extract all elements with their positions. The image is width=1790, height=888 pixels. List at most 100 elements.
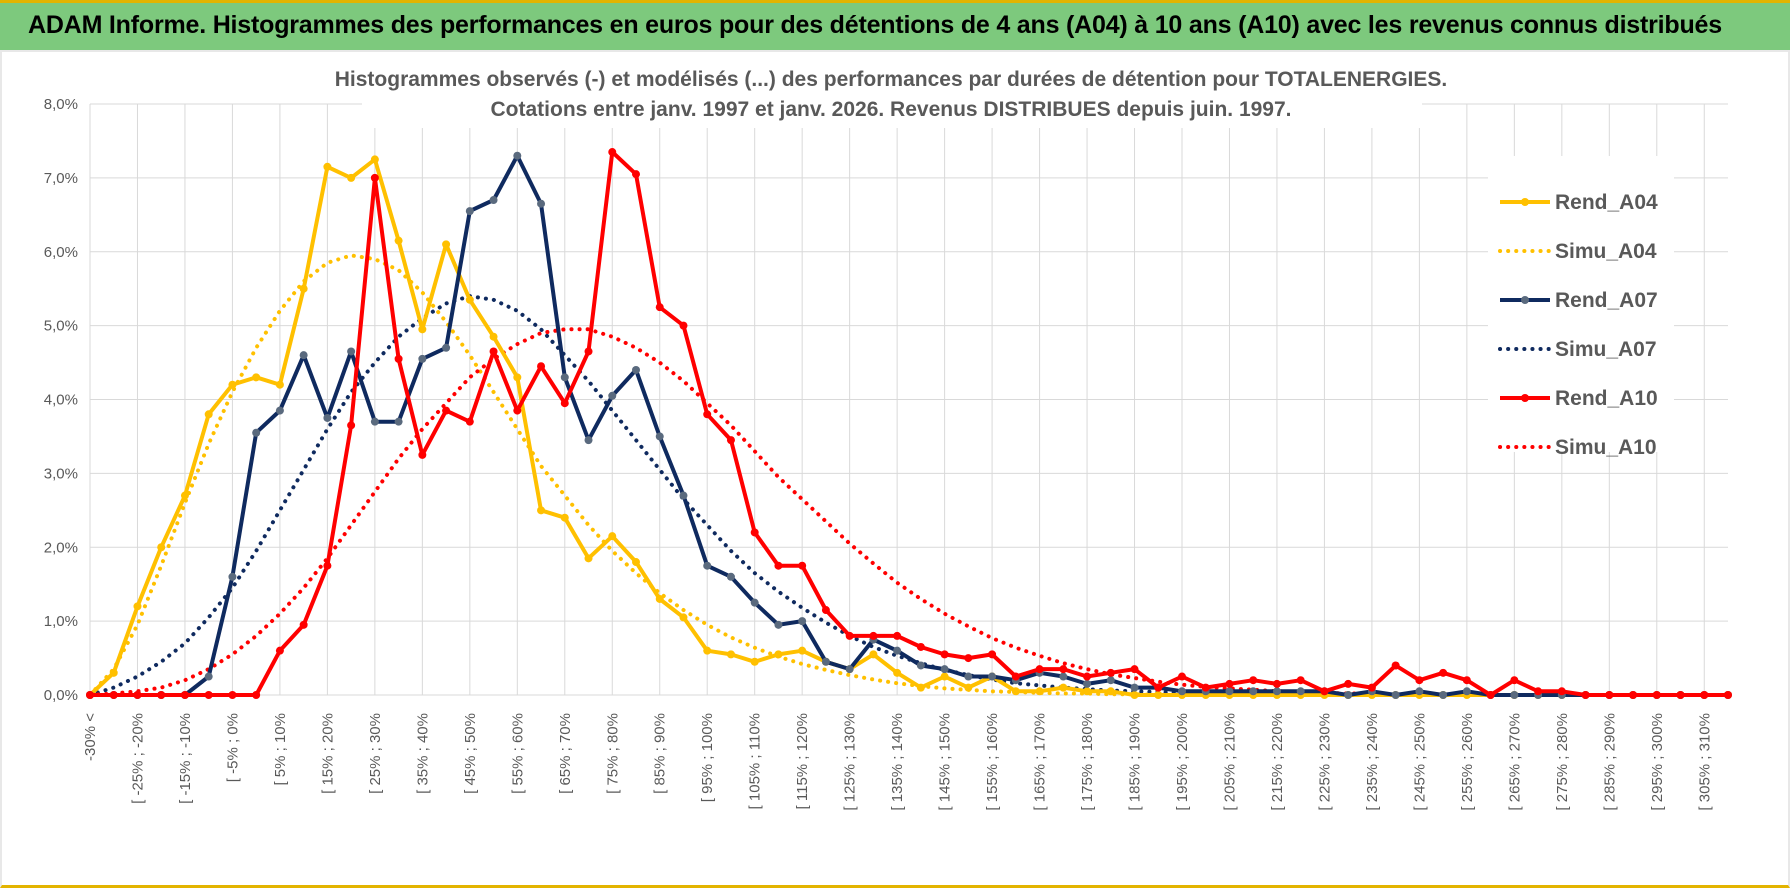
data-point	[228, 380, 237, 389]
data-point	[1462, 676, 1471, 685]
legend-label: Rend_A07	[1555, 289, 1658, 312]
data-point	[750, 657, 759, 666]
data-point	[86, 691, 94, 699]
data-point	[1391, 691, 1400, 699]
data-point	[750, 528, 759, 537]
data-point	[1130, 665, 1139, 674]
data-point	[252, 691, 261, 699]
x-tick-label: [ 85% ; 90%	[652, 713, 669, 794]
data-point	[821, 657, 830, 666]
data-point	[1225, 687, 1234, 696]
data-point	[1059, 665, 1068, 674]
data-point	[394, 236, 403, 245]
y-tick-label: 2,0%	[44, 539, 78, 556]
data-point	[1225, 679, 1234, 688]
x-tick-label: [ 215% ; 220%	[1269, 713, 1286, 811]
legend-label: Simu_A07	[1555, 338, 1657, 361]
data-point	[703, 561, 712, 570]
data-point	[299, 284, 308, 293]
y-tick-label: 1,0%	[44, 613, 78, 630]
histogram-chart: 0,0% 1,0% 2,0% 3,0% 4,0% 5,0% 6,0% 7,0% 8,0% -30…	[44, 60, 1732, 811]
data-point	[964, 654, 973, 663]
x-tick-label: [ 75% ; 80%	[604, 713, 621, 794]
x-tick-label: [ 245% ; 250%	[1411, 713, 1428, 811]
series-lines	[86, 148, 1732, 699]
data-point	[1059, 683, 1068, 692]
data-point	[893, 631, 902, 640]
data-point	[1154, 691, 1163, 699]
x-tick-label: [ 135% ; 140%	[889, 713, 906, 811]
legend-item: Simu_A04	[1498, 240, 1657, 263]
data-point	[109, 691, 118, 699]
data-point	[940, 650, 949, 659]
x-axis-ticks: -30% < [ -25% ; -20% [ -15% ; -10% [ -5% ; …	[82, 713, 1713, 811]
data-point	[1344, 679, 1353, 688]
data-point	[869, 650, 878, 659]
legend-label: Rend_A04	[1555, 191, 1658, 214]
series-line	[88, 157, 1728, 697]
y-tick-label: 0,0%	[44, 687, 78, 704]
data-point	[252, 428, 261, 437]
data-point	[418, 450, 427, 459]
x-tick-label: [ 185% ; 190%	[1127, 713, 1144, 811]
x-tick-label: [ 105% ; 110%	[747, 713, 764, 809]
data-point	[1130, 683, 1139, 692]
data-point	[632, 170, 640, 179]
data-point	[275, 380, 284, 389]
data-point	[1178, 687, 1186, 696]
data-point	[703, 646, 712, 655]
data-point	[655, 432, 664, 441]
x-tick-label: [ 195% ; 200%	[1174, 713, 1191, 811]
data-point	[513, 373, 522, 382]
data-point	[513, 151, 522, 160]
x-tick-label: [ -15% ; -10%	[177, 713, 194, 804]
data-point	[1296, 676, 1305, 685]
data-point	[798, 561, 807, 570]
data-point	[442, 240, 451, 249]
x-tick-label: [ 155% ; 160%	[984, 713, 1001, 811]
data-point	[679, 491, 688, 500]
data-point	[632, 365, 640, 374]
data-point	[1201, 683, 1210, 692]
data-point	[821, 606, 830, 615]
legend-item: Rend_A04	[1500, 191, 1658, 214]
data-point	[893, 668, 902, 677]
data-point	[608, 148, 617, 157]
legend-item: Simu_A07	[1498, 338, 1657, 361]
x-tick-label: [ 295% ; 300%	[1649, 713, 1666, 811]
data-point	[560, 399, 569, 408]
data-point	[869, 631, 878, 640]
series-line	[90, 150, 1728, 697]
data-point	[703, 410, 712, 419]
series-simu-a10	[88, 327, 1730, 697]
legend-label: Simu_A10	[1555, 436, 1657, 459]
x-tick-label: [ -25% ; -20%	[129, 713, 146, 804]
data-point	[1296, 687, 1305, 696]
series-simu-a07	[88, 294, 1730, 697]
data-point	[1106, 687, 1115, 696]
series-line	[88, 294, 1730, 697]
x-tick-label: [ 305% ; 310%	[1696, 713, 1713, 811]
series-line	[88, 327, 1730, 697]
data-point	[584, 347, 593, 356]
data-point	[133, 602, 142, 611]
data-point	[489, 347, 498, 356]
legend-label: Rend_A10	[1555, 387, 1658, 410]
data-point	[109, 668, 118, 677]
data-point	[798, 646, 807, 655]
data-point	[916, 642, 925, 651]
legend-item: Rend_A10	[1500, 387, 1658, 410]
data-point	[1510, 691, 1519, 699]
data-point	[584, 554, 593, 563]
data-point	[774, 620, 783, 629]
data-point	[1629, 691, 1638, 699]
series-rend-a04	[86, 155, 1732, 699]
data-point	[1605, 691, 1614, 699]
legend-label: Simu_A04	[1555, 240, 1657, 263]
data-point	[489, 196, 498, 205]
data-point	[537, 362, 546, 371]
data-point	[1059, 672, 1068, 681]
data-point	[845, 631, 854, 640]
data-point	[1391, 661, 1400, 670]
x-tick-label: [ 175% ; 180%	[1079, 713, 1096, 811]
